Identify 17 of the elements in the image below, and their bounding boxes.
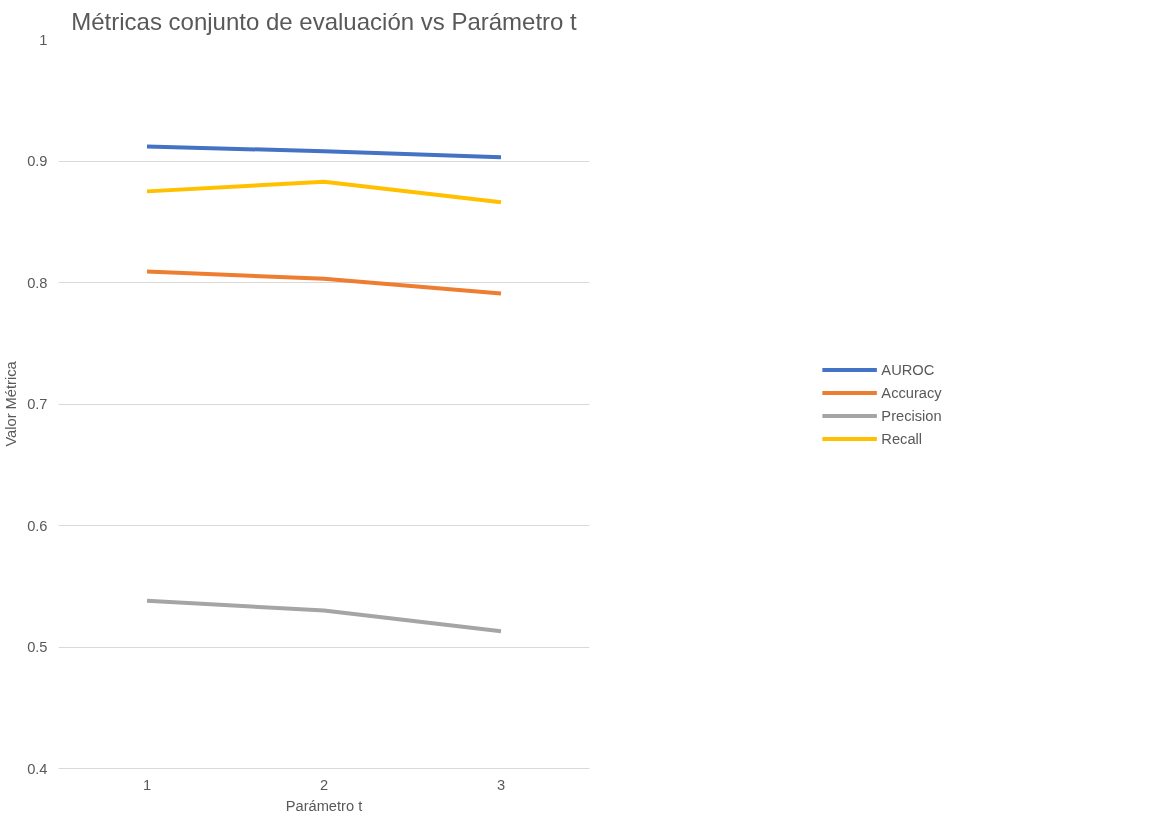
x-tick-label: 3 <box>496 776 506 793</box>
legend-label: Accuracy <box>881 384 942 400</box>
x-tick-label: 2 <box>319 776 329 793</box>
legend-label: AUROC <box>881 361 935 377</box>
y-tick-label: 0.5 <box>27 639 48 655</box>
chart-title: Métricas conjunto de evaluación vs Parámetro t <box>71 7 578 35</box>
y-tick-label: 0.4 <box>27 760 48 777</box>
y-tick-label: 1 <box>39 31 48 48</box>
legend-label: Precision <box>881 407 942 423</box>
y-axis-title: Valor Métrica <box>3 360 20 447</box>
x-tick-label: 1 <box>142 776 152 793</box>
y-tick-label: 0.7 <box>27 396 48 412</box>
legend-label: Recall <box>881 430 923 446</box>
y-tick-label: 0.8 <box>27 274 48 291</box>
x-axis-title: Parámetro t <box>285 797 363 814</box>
y-tick-label: 0.6 <box>27 517 48 534</box>
y-tick-label: 0.9 <box>27 153 48 169</box>
